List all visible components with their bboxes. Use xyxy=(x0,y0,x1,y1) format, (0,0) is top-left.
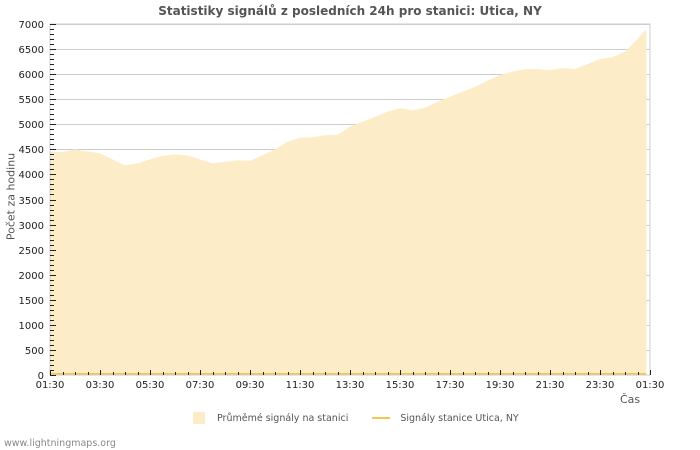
y-tick-label: 1500 xyxy=(19,296,44,307)
y-tick-label: 1000 xyxy=(19,321,44,332)
y-tick-label: 7000 xyxy=(19,20,44,31)
y-tick-label: 2000 xyxy=(19,271,44,282)
x-tick-label: 21:30 xyxy=(536,380,565,391)
footer-link[interactable]: www.lightningmaps.org xyxy=(4,438,116,449)
area-series xyxy=(50,29,647,375)
x-tick-label: 15:30 xyxy=(386,380,415,391)
legend-area-label: Průměmé signály na stanici xyxy=(217,412,349,424)
y-tick-label: 5500 xyxy=(19,95,44,106)
area-legend-swatch-icon xyxy=(193,412,205,424)
x-tick-label: 01:30 xyxy=(36,380,65,391)
x-tick-label: 13:30 xyxy=(336,380,365,391)
y-tick-label: 4500 xyxy=(19,145,44,156)
x-tick-label: 05:30 xyxy=(136,380,165,391)
x-tick-label: 19:30 xyxy=(486,380,515,391)
legend: Průměmé signály na stanici Signály stani… xyxy=(193,412,519,424)
x-tick-label: 03:30 xyxy=(86,380,115,391)
y-tick-label: 2500 xyxy=(19,246,44,257)
y-tick-label: 6000 xyxy=(19,70,44,81)
y-tick-label: 4000 xyxy=(19,170,44,181)
x-tick-label: 23:30 xyxy=(586,380,615,391)
chart-title: Statistiky signálů z posledních 24h pro … xyxy=(158,4,542,18)
y-tick-label: 3500 xyxy=(19,196,44,207)
y-tick-label: 5000 xyxy=(19,120,44,131)
x-tick-label: 01:30 xyxy=(636,380,665,391)
x-tick-label: 09:30 xyxy=(236,380,265,391)
y-tick-label: 3000 xyxy=(19,221,44,232)
x-axis-label: Čas xyxy=(620,393,641,406)
y-axis-label: Počet za hodinu xyxy=(4,152,18,241)
x-axis-ticks: 01:30 03:30 05:30 07:30 09:30 11:30 13:30 15:30… xyxy=(36,370,665,391)
y-tick-label: 0 xyxy=(38,371,44,382)
legend-line-label: Signály stanice Utica, NY xyxy=(400,412,519,424)
y-axis-ticks: 0 500 1000 1500 2000 2500 3000 3500 4000 4500 5000… xyxy=(19,20,56,382)
x-tick-label: 07:30 xyxy=(186,380,215,391)
x-tick-label: 11:30 xyxy=(286,380,315,391)
y-tick-label: 500 xyxy=(25,346,44,357)
x-tick-label: 17:30 xyxy=(436,380,465,391)
y-tick-label: 6500 xyxy=(19,45,44,56)
line-legend-swatch-icon xyxy=(372,417,391,419)
